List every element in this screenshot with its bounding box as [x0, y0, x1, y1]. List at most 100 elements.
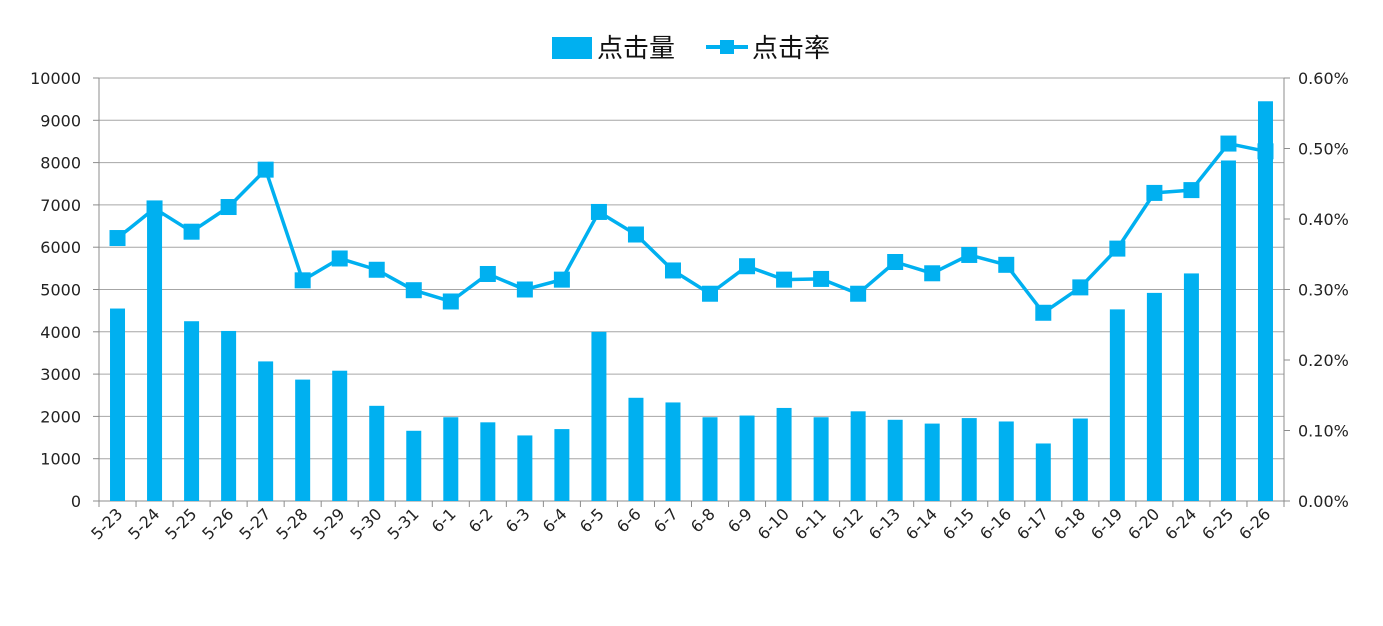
y-right-tick-label: 0.00% — [1298, 492, 1349, 511]
legend: 点击量 点击率 — [552, 34, 830, 64]
y-left-tick-label: 2000 — [40, 407, 81, 426]
y-right-tick-label: 0.10% — [1298, 422, 1349, 441]
line-point — [961, 246, 978, 263]
bar — [443, 417, 459, 501]
legend-label-rate: 点击率 — [752, 34, 830, 64]
x-tick-label: 6-15 — [939, 504, 978, 543]
x-tick-label: 6-2 — [465, 504, 497, 536]
y-right-tick-label: 0.50% — [1298, 140, 1349, 159]
legend-label-clicks: 点击量 — [597, 34, 675, 64]
line-point — [1257, 143, 1274, 160]
line-point — [220, 199, 237, 216]
x-tick-label: 5-24 — [124, 504, 163, 543]
bar — [406, 430, 422, 501]
bar-series-clicks — [110, 101, 1273, 502]
x-tick-label: 5-23 — [87, 504, 126, 543]
legend-swatch-rate-marker — [720, 40, 734, 54]
line-point — [998, 256, 1015, 273]
rate-line — [116, 141, 1266, 315]
x-tick-label: 5-30 — [346, 504, 385, 543]
y-left-tick-label: 5000 — [40, 281, 81, 300]
x-tick-label: 6-19 — [1087, 504, 1126, 543]
x-tick-label: 6-14 — [902, 504, 941, 543]
x-tick-label: 6-5 — [576, 504, 608, 536]
x-tick-label: 5-29 — [309, 504, 348, 543]
x-tick-label: 5-26 — [198, 504, 237, 543]
bar — [961, 418, 977, 501]
bar — [221, 330, 237, 501]
line-point — [146, 200, 163, 217]
y-left-tick-label: 6000 — [40, 238, 81, 257]
y-left-tick-label: 0 — [71, 492, 81, 511]
y-right-tick-label: 0.20% — [1298, 351, 1349, 370]
bar — [1257, 101, 1273, 501]
line-point — [1035, 304, 1052, 321]
y-left-tick-label: 9000 — [40, 111, 81, 130]
x-axis-ticks: 5-235-245-255-265-275-285-295-305-31 6-1 6… — [87, 504, 1274, 543]
line-point — [1146, 184, 1163, 201]
bar — [332, 370, 348, 501]
line-point — [109, 230, 126, 247]
line-point — [442, 293, 459, 310]
y-left-tick-label: 10000 — [30, 69, 81, 88]
line-point — [813, 270, 830, 287]
line-point — [1183, 182, 1200, 199]
line-point — [1109, 240, 1126, 257]
bar — [554, 429, 570, 501]
bar — [998, 421, 1014, 501]
line-point — [553, 271, 570, 288]
bar — [739, 415, 755, 501]
line-point — [924, 265, 941, 282]
line-point — [1220, 135, 1237, 152]
x-tick-label: 6-6 — [613, 504, 645, 536]
x-tick-label: 6-13 — [865, 504, 904, 543]
bar — [924, 423, 940, 501]
bar — [1183, 273, 1199, 501]
x-tick-label: 6-16 — [976, 504, 1015, 543]
legend-swatch-clicks — [552, 37, 592, 59]
y-left-tick-label: 8000 — [40, 154, 81, 173]
x-tick-label: 6-25 — [1198, 504, 1237, 543]
bar — [184, 321, 200, 501]
line-point — [776, 271, 793, 288]
left-axis-ticks: 0 1000 2000 3000 4000 5000 6000 7000 8000 9000 100… — [30, 69, 81, 511]
y-right-tick-label: 0.60% — [1298, 69, 1349, 88]
line-point — [368, 261, 385, 278]
x-tick-label: 6-18 — [1050, 504, 1089, 543]
bar — [665, 402, 681, 501]
x-tick-label: 6-9 — [724, 504, 756, 536]
x-tick-label: 6-24 — [1161, 504, 1200, 543]
bar — [591, 331, 607, 501]
x-tick-label: 6-3 — [502, 504, 534, 536]
bar — [813, 417, 829, 501]
bar — [628, 397, 644, 501]
bar — [295, 379, 311, 501]
bar — [258, 361, 274, 501]
x-tick-label: 6-17 — [1013, 504, 1052, 543]
bar — [110, 308, 126, 501]
x-tick-label: 6-26 — [1235, 504, 1274, 543]
line-point — [664, 262, 681, 279]
bar — [702, 417, 718, 501]
bar — [776, 407, 792, 501]
x-tick-label: 5-25 — [161, 504, 200, 543]
line-point — [590, 203, 607, 220]
line-point — [516, 281, 533, 298]
x-tick-label: 6-7 — [650, 504, 682, 536]
right-axis-ticks: 0.00% 0.10% 0.20% 0.30% 0.40% 0.50% 0.60% — [1298, 69, 1349, 511]
bar — [369, 405, 385, 501]
x-tick-label: 5-28 — [272, 504, 311, 543]
bar — [1035, 443, 1051, 501]
x-tick-label: 6-11 — [791, 504, 830, 543]
bar — [480, 422, 496, 501]
bar — [517, 435, 533, 501]
line-point — [850, 285, 867, 302]
line-point — [1072, 279, 1089, 296]
line-point — [479, 265, 496, 282]
bar — [1220, 160, 1236, 502]
y-right-tick-label: 0.40% — [1298, 210, 1349, 229]
line-point — [405, 282, 422, 299]
line-point — [627, 226, 644, 243]
x-tick-label: 5-27 — [235, 504, 274, 543]
